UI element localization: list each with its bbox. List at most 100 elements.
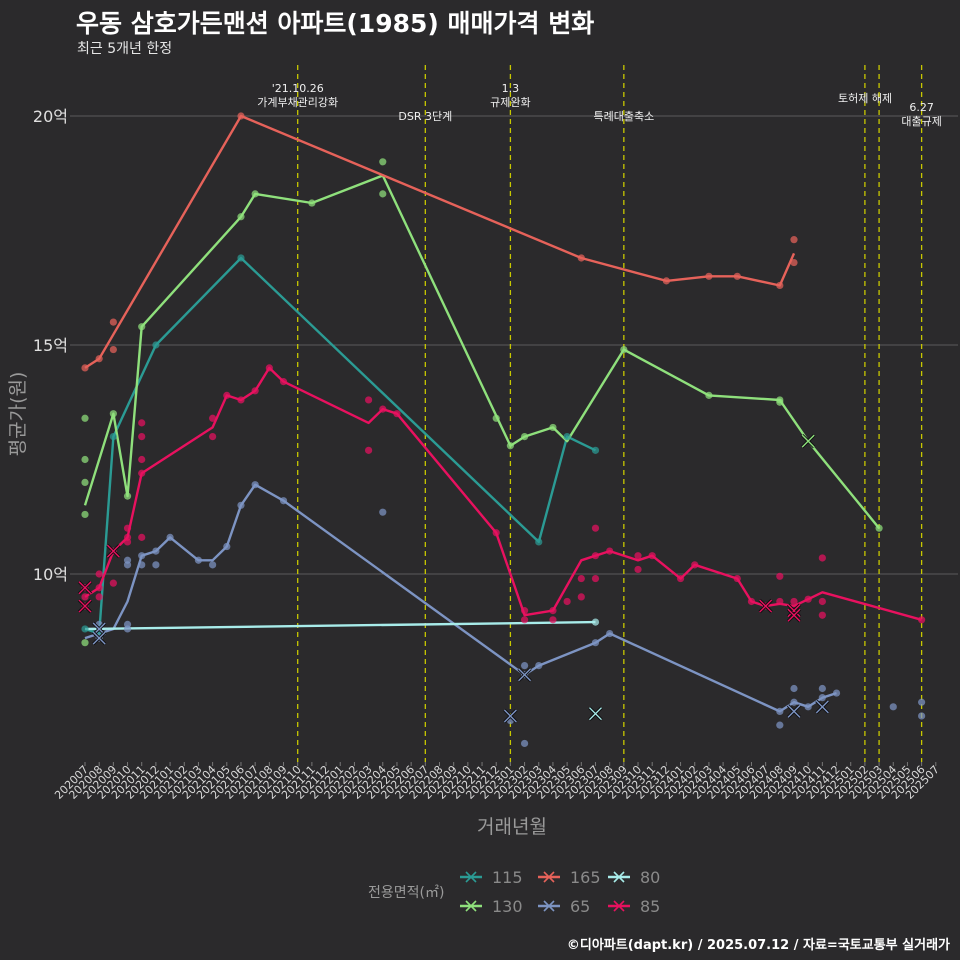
transaction-cross-marker <box>77 598 93 614</box>
data-point-65 <box>818 694 826 702</box>
data-point-85 <box>733 574 741 583</box>
transaction-cross-marker <box>503 708 518 724</box>
data-point-65 <box>776 707 784 716</box>
data-point-85 <box>95 584 103 592</box>
y-tick-label: 10억 <box>33 565 68 584</box>
data-point-85 <box>790 597 798 606</box>
data-point-85 <box>648 552 656 560</box>
data-point-85 <box>520 616 529 624</box>
legend-item-115[interactable]: 115 <box>460 868 523 887</box>
data-point-130 <box>549 423 557 432</box>
data-point-65 <box>279 497 288 505</box>
data-point-115 <box>81 625 89 633</box>
data-point-165 <box>109 318 117 326</box>
event-label: 1.3 규제완화 <box>490 82 530 109</box>
data-point-85 <box>591 524 600 532</box>
data-point-130 <box>81 478 89 486</box>
data-point-85 <box>577 574 585 583</box>
transaction-cross-marker <box>517 667 532 682</box>
data-point-65 <box>209 561 217 569</box>
legend-item-130[interactable]: 130 <box>460 897 523 916</box>
event-label: 토허제 해제 <box>838 91 892 105</box>
data-point-130 <box>492 414 500 422</box>
data-point-65 <box>889 703 897 711</box>
data-point-85 <box>123 538 132 546</box>
data-point-65 <box>152 561 160 569</box>
data-point-65 <box>520 662 529 670</box>
data-point-65 <box>520 739 529 748</box>
data-point-130 <box>705 391 713 399</box>
data-point-65 <box>138 552 146 560</box>
data-point-130 <box>520 433 529 441</box>
transaction-cross-marker <box>77 580 93 595</box>
data-point-85 <box>691 561 699 569</box>
transaction-cross-marker <box>758 598 773 614</box>
legend-swatch-cross <box>465 900 477 912</box>
data-point-80 <box>591 618 600 626</box>
data-point-85 <box>138 533 146 541</box>
legend-item-80[interactable]: 80 <box>608 868 660 887</box>
data-point-115 <box>591 446 600 454</box>
data-point-85 <box>209 433 217 441</box>
data-point-130 <box>875 524 883 532</box>
data-point-85 <box>804 595 812 603</box>
legend-item-85[interactable]: 85 <box>608 897 660 916</box>
data-point-65 <box>194 556 203 564</box>
legend-label: 85 <box>640 897 660 916</box>
data-point-130 <box>506 442 514 450</box>
data-point-85 <box>138 433 146 441</box>
data-point-165 <box>662 277 670 285</box>
y-axis-label: 평균가(원) <box>7 372 29 457</box>
data-point-85 <box>776 597 784 606</box>
transaction-cross-marker <box>92 630 107 646</box>
data-point-85 <box>634 565 642 574</box>
data-point-130 <box>81 455 89 464</box>
data-point-85 <box>634 552 642 560</box>
data-point-130 <box>123 492 132 500</box>
data-point-85 <box>776 572 784 580</box>
data-point-165 <box>733 272 741 280</box>
data-point-85 <box>365 446 373 454</box>
data-point-130 <box>776 398 784 406</box>
data-point-85 <box>138 455 146 464</box>
data-point-85 <box>492 529 500 537</box>
data-point-165 <box>95 355 103 363</box>
series-line-115 <box>84 256 597 635</box>
legend-item-65[interactable]: 65 <box>538 897 590 916</box>
data-point-85 <box>95 570 103 578</box>
data-point-130 <box>308 199 316 207</box>
transaction-cross-marker <box>588 706 603 721</box>
event-label: DSR 3단계 <box>398 110 452 123</box>
data-point-85 <box>591 574 600 583</box>
data-point-85 <box>818 554 826 562</box>
data-point-65 <box>123 561 132 569</box>
event-label: '21.10.26 가계부채관리강화 <box>257 82 338 109</box>
event-label: 특례대출축소 <box>593 110 654 123</box>
data-point-65 <box>776 721 784 729</box>
data-point-65 <box>918 712 926 720</box>
data-point-85 <box>918 616 926 624</box>
data-point-65 <box>790 684 798 693</box>
legend-swatch-cross <box>543 900 555 912</box>
data-point-165 <box>776 281 784 290</box>
x-axis-label: 거래년월 <box>477 816 547 838</box>
data-point-85 <box>747 597 756 606</box>
data-point-85 <box>549 616 557 624</box>
data-point-130 <box>81 414 89 422</box>
series-line-130 <box>83 174 881 529</box>
data-point-130 <box>81 639 89 647</box>
data-point-115 <box>535 538 543 546</box>
data-point-85 <box>209 414 217 422</box>
data-point-65 <box>251 481 259 489</box>
data-point-85 <box>123 524 132 532</box>
data-point-165 <box>705 272 713 280</box>
data-point-85 <box>251 387 259 395</box>
data-point-65 <box>166 533 174 541</box>
legend-item-165[interactable]: 165 <box>538 868 601 887</box>
y-tick-label: 20억 <box>33 107 68 126</box>
legend-title: 전용면적(㎡) <box>368 885 444 901</box>
legend-label: 115 <box>492 868 523 887</box>
data-point-65 <box>237 501 245 509</box>
data-point-65 <box>804 703 812 711</box>
